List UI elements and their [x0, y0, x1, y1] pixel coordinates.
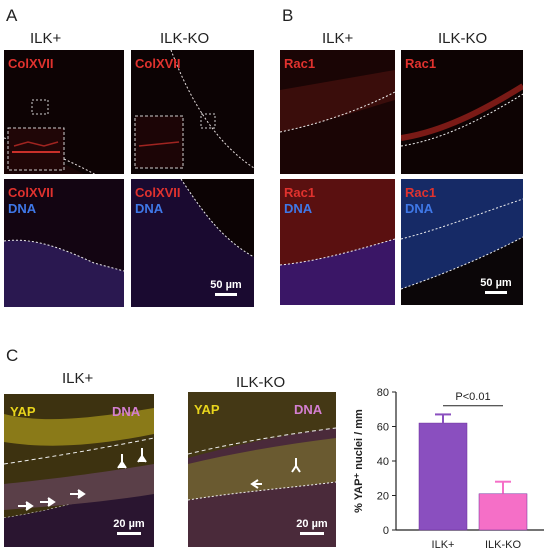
panel-a-colxvii-ilk-image: ColXVII	[4, 50, 124, 174]
panel-c-yap-label: YAP	[10, 404, 36, 419]
panel-b-title-ko: ILK-KO	[438, 30, 488, 47]
panel-c-title-ko: ILK-KO	[236, 374, 286, 391]
yap-bar-chart: % YAP⁺ nuclei / mm 0 20 40 60 80 ILK+ ILK-KO P<0…	[353, 387, 544, 551]
y-axis-label: % YAP⁺ nuclei / mm	[353, 409, 365, 513]
panel-c-title-ilk: ILK+	[62, 370, 94, 387]
panel-a-marker-colxvii: ColXVII	[8, 56, 54, 71]
panel-c-scale-bar: 20 µm	[108, 518, 150, 535]
panel-c-dna-label-2: DNA	[294, 402, 323, 417]
y-tick-label-3: 60	[377, 422, 389, 434]
panel-a-scale-bar-label: 50 µm	[210, 279, 242, 291]
panel-a-scale-bar: 50 µm	[205, 279, 247, 296]
panel-b-marker-rac1-3: Rac1	[405, 185, 437, 200]
y-tick-label-1: 20	[377, 491, 389, 503]
panel-c-yap-ilk-image: YAP DNA 20 µm	[4, 394, 154, 547]
panel-b-dna-label: DNA	[284, 201, 313, 216]
panel-a-marker-colxvii-ko: ColXVII	[135, 56, 181, 71]
panel-c-scale-bar-label: 20 µm	[113, 518, 145, 530]
y-tick-label-0: 0	[383, 525, 389, 537]
panel-b-rac1-dna-ilk-image: Rac1 DNA	[280, 179, 395, 305]
panel-a-colxvii-dna-ko-image: ColXVII DNA 50 µm	[131, 179, 254, 307]
panel-b-rac1-ilk-image: Rac1	[280, 50, 395, 174]
panel-b-scale-bar: 50 µm	[475, 277, 517, 294]
panel-letter-c: C	[6, 346, 19, 365]
panel-a-colxvii-dna-ilk-image: ColXVII DNA	[4, 179, 124, 307]
panel-a-marker-colxvii-3: ColXVII	[135, 185, 181, 200]
panel-a-dna-label-2: DNA	[135, 201, 164, 216]
y-tick-label-4: 80	[377, 387, 389, 399]
y-tick-label-2: 40	[377, 456, 389, 468]
x-tick-label-0: ILK+	[432, 539, 455, 551]
panel-c-dna-label: DNA	[112, 404, 141, 419]
panel-b-title-ilk: ILK+	[322, 30, 354, 47]
panel-b-scale-bar-label: 50 µm	[480, 277, 512, 289]
panel-b-marker-rac1: Rac1	[284, 56, 316, 71]
panel-c-scale-bar-label-2: 20 µm	[296, 518, 328, 530]
panel-a-dna-label: DNA	[8, 201, 37, 216]
panel-letter-b: B	[282, 6, 294, 25]
bar-ilk-ko	[478, 493, 528, 531]
panel-c-yap-ko-image: YAP DNA 20 µm	[188, 392, 336, 547]
panel-a-colxvii-ko-image: ColXVII	[131, 50, 254, 174]
panel-c-yap-label-2: YAP	[194, 402, 220, 417]
panel-letter-a: A	[6, 6, 18, 25]
panel-b-marker-rac1-2: Rac1	[284, 185, 316, 200]
panel-b-marker-rac1-ko: Rac1	[405, 56, 437, 71]
panel-b-dna-label-2: DNA	[405, 201, 434, 216]
panel-a-title-ko: ILK-KO	[160, 30, 210, 47]
significance-label: P<0.01	[455, 391, 490, 403]
x-tick-label-1: ILK-KO	[485, 539, 522, 551]
panel-b-rac1-dna-ko-image: Rac1 DNA 50 µm	[401, 179, 523, 305]
panel-a-marker-colxvii-2: ColXVII	[8, 185, 54, 200]
bar-ilk+	[418, 422, 468, 531]
panel-b-rac1-ko-image: Rac1	[401, 50, 523, 174]
panel-c-scale-bar-2: 20 µm	[292, 518, 332, 535]
panel-a-title-ilk: ILK+	[30, 30, 62, 47]
